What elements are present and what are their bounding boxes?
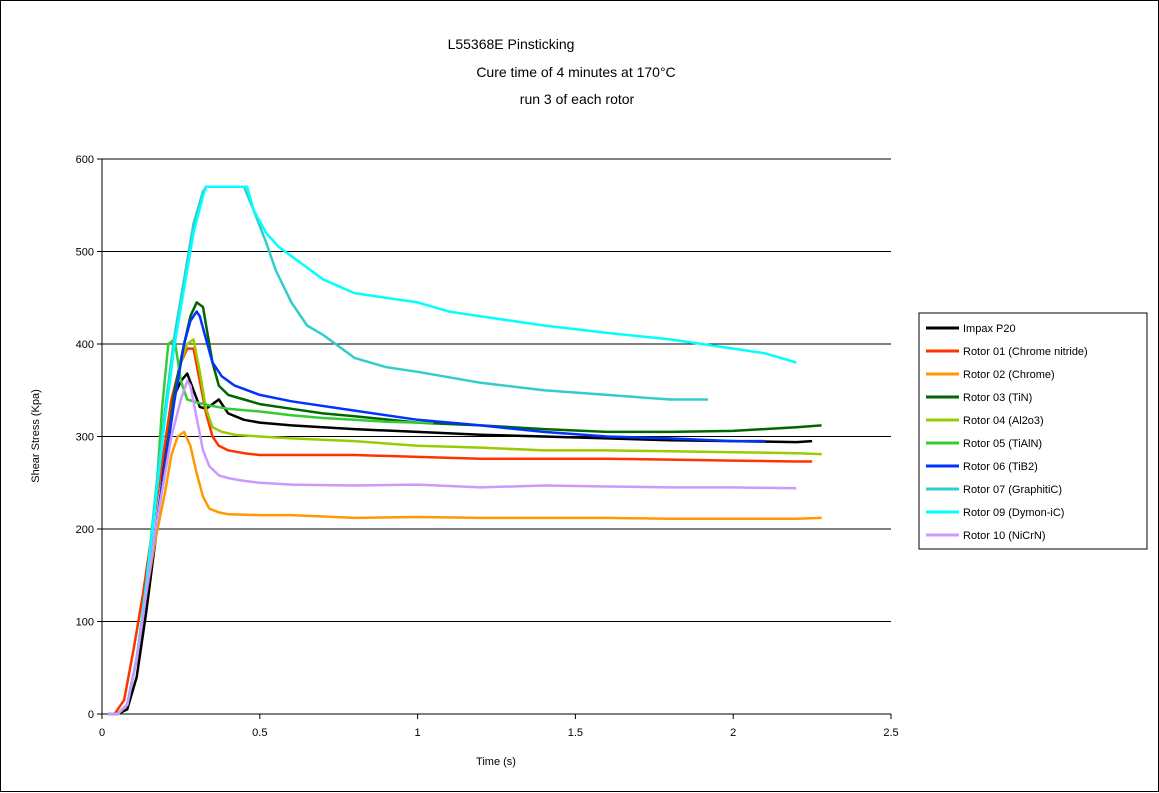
series-line-8 [108,185,797,716]
chart-title-line-2: Cure time of 4 minutes at 170°C [476,64,675,80]
y-tick-label-2: 200 [76,524,94,536]
y-tick-label-3: 300 [76,432,94,444]
legend-label-4: Rotor 04 (Al2o3) [963,415,1044,427]
gridlines [102,158,891,622]
legend-label-1: Rotor 01 (Chrome nitride) [963,346,1088,358]
chart-title-line-1: L55368E Pinsticking [448,36,575,52]
legend-label-3: Rotor 03 (TiN) [963,392,1032,404]
x-tick-label-1: 0.5 [252,727,267,739]
x-tick-label-5: 2.5 [883,727,898,739]
chart-title-line-3: run 3 of each rotor [520,91,635,107]
y-tick-label-5: 500 [76,247,94,259]
x-axis-label: Time (s) [476,756,516,768]
axes [97,158,892,719]
legend-label-6: Rotor 06 (TiB2) [963,461,1038,473]
x-tick-label-2: 1 [415,727,421,739]
x-tick-label-0: 0 [99,727,105,739]
legend-label-9: Rotor 10 (NiCrN) [963,530,1046,542]
legend: Impax P20 Rotor 01 (Chrome nitride) Rotor … [918,312,1148,550]
y-tick-label-4: 400 [76,339,94,351]
legend-label-7: Rotor 07 (GraphitiC) [963,484,1062,496]
legend-label-0: Impax P20 [963,323,1016,335]
x-tick-label-3: 1.5 [568,727,583,739]
series-line-9 [108,379,797,716]
x-tick-label-4: 2 [730,727,736,739]
y-tick-label-0: 0 [88,709,94,721]
legend-items: Impax P20 Rotor 01 (Chrome nitride) Rotor … [926,323,1088,542]
series-lines [108,185,822,716]
legend-label-5: Rotor 05 (TiAlN) [963,438,1042,450]
y-tick-label-1: 100 [76,617,94,629]
legend-label-2: Rotor 02 (Chrome) [963,369,1055,381]
plot-area: 0 100 200 300 400 500 600 0 0.5 1 1.5 2 2.5 [76,154,899,739]
legend-label-8: Rotor 09 (Dymon-iC) [963,507,1064,519]
chart-title: L55368E Pinsticking Cure time of 4 minut… [448,36,676,107]
tick-labels: 0 100 200 300 400 500 600 0 0.5 1 1.5 2 2.5 [76,154,899,739]
y-axis-label: Shear Stress (Kpa) [30,389,42,483]
y-tick-label-6: 600 [76,154,94,166]
